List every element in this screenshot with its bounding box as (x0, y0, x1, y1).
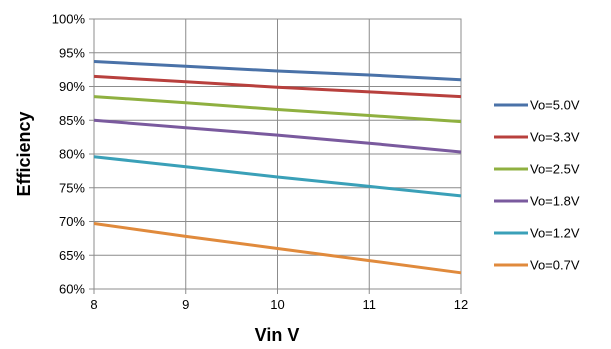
legend-item: Vo=1.2V (494, 226, 580, 241)
series-line-vo-2-5v (93, 95, 462, 124)
legend-label: Vo=3.3V (530, 130, 580, 145)
x-tick-label: 8 (90, 297, 97, 312)
legend-label: Vo=1.2V (530, 226, 580, 241)
legend-item: Vo=5.0V (494, 98, 580, 113)
legend: Vo=5.0V Vo=3.3V Vo=2.5V Vo=1.8V Vo=1.2V Vo=0.… (494, 98, 580, 273)
legend-item: Vo=0.7V (494, 258, 580, 273)
series-line-vo-1-2v (93, 155, 462, 198)
y-tick-label: 95% (59, 45, 85, 60)
y-tick-label: 90% (59, 79, 85, 94)
grid-layer (89, 18, 462, 294)
series-line-vo-5-0v (93, 60, 462, 82)
legend-label: Vo=2.5V (530, 162, 580, 177)
legend-item: Vo=3.3V (494, 130, 580, 145)
tick-layer: 60% 65% 70% 75% 80% 85% 90% 95% 100% 8 9 10 11 12 (52, 12, 468, 313)
y-tick-label: 75% (59, 180, 85, 195)
series-line-vo-0-7v (93, 222, 462, 275)
y-tick-label: 65% (59, 248, 85, 263)
x-tick-label: 11 (363, 297, 377, 312)
y-tick-label: 80% (59, 147, 85, 162)
series-line-vo-3-3v (93, 74, 462, 99)
x-axis-title: Vin V (255, 325, 300, 345)
y-tick-label: 100% (52, 12, 86, 27)
series-line-vo-1-8v (93, 118, 462, 154)
y-tick-label: 85% (59, 113, 85, 128)
legend-item: Vo=1.8V (494, 194, 580, 209)
series-layer (93, 60, 462, 275)
legend-label: Vo=5.0V (530, 98, 580, 113)
legend-label: Vo=0.7V (530, 258, 580, 273)
legend-item: Vo=2.5V (494, 162, 580, 177)
x-tick-label: 10 (270, 297, 284, 312)
legend-label: Vo=1.8V (530, 194, 580, 209)
x-tick-label: 9 (182, 297, 189, 312)
y-axis-title: Efficiency (14, 111, 34, 196)
y-tick-label: 60% (59, 282, 85, 297)
y-tick-label: 70% (59, 214, 85, 229)
x-tick-label: 12 (454, 297, 468, 312)
